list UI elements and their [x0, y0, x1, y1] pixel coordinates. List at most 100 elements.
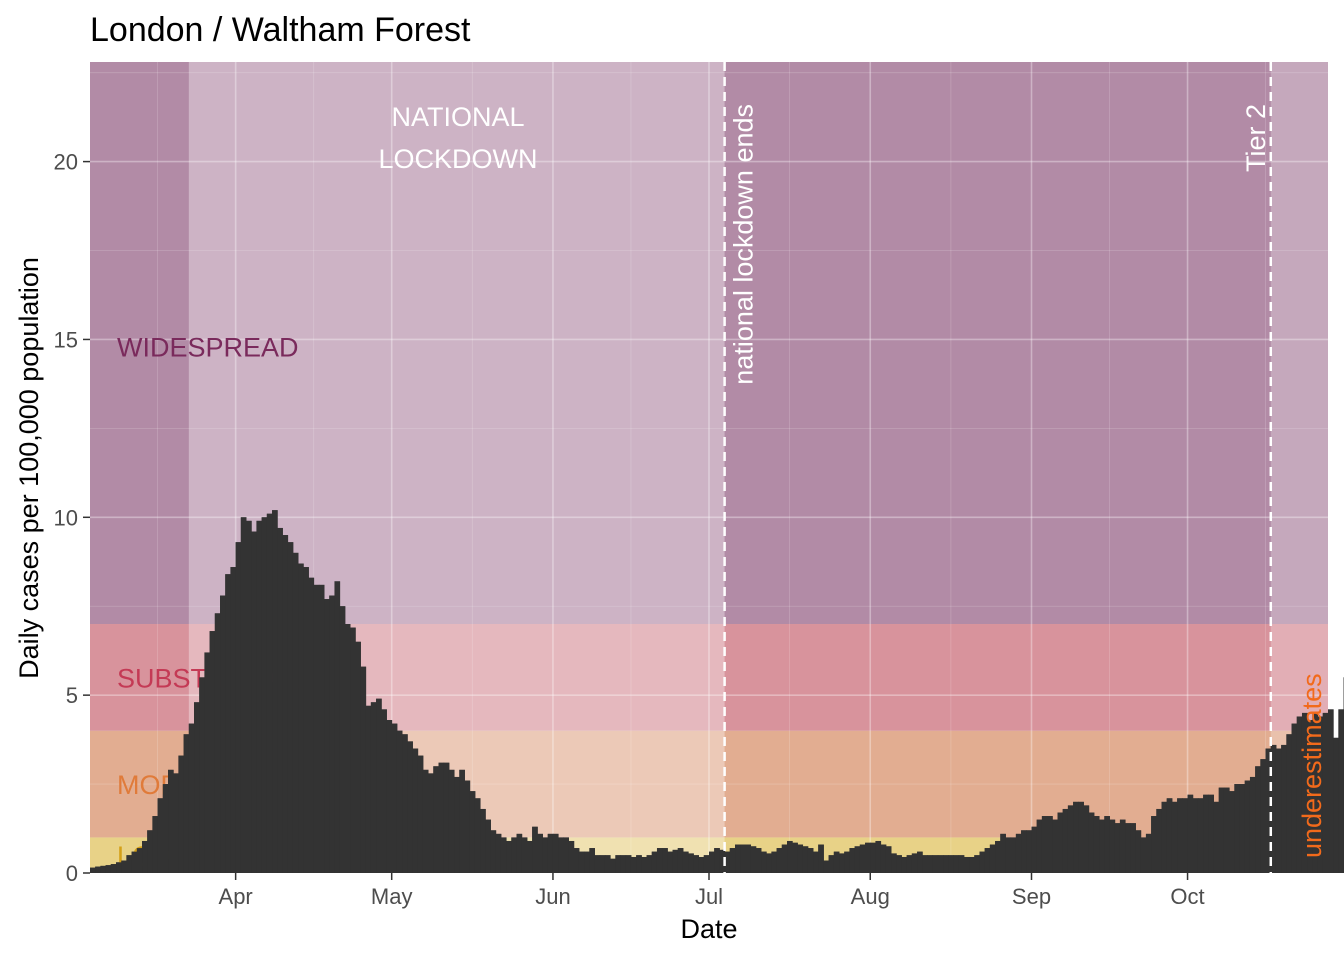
bar — [688, 853, 694, 873]
bar — [917, 851, 923, 873]
bar — [407, 741, 413, 873]
bar — [620, 855, 627, 873]
bar — [969, 856, 975, 873]
y-tick-label: 20 — [54, 150, 78, 175]
bar — [376, 698, 382, 873]
bar — [750, 846, 757, 873]
bar — [995, 840, 1001, 873]
bar — [1114, 823, 1121, 873]
bar — [943, 855, 949, 873]
bar — [1151, 816, 1157, 873]
bar — [656, 848, 663, 873]
lockdown-label-line2: LOCKDOWN — [378, 144, 537, 174]
bar — [360, 666, 367, 873]
bar — [615, 855, 621, 873]
bar — [963, 856, 970, 873]
bar — [818, 844, 824, 873]
x-axis: Apr May Jun Jul Aug Sep Oct — [219, 873, 1205, 909]
bar — [709, 851, 715, 873]
bar — [922, 855, 928, 873]
bar — [1239, 784, 1246, 873]
bar — [188, 723, 195, 873]
bar — [1015, 833, 1022, 873]
bar — [266, 513, 273, 873]
bar — [698, 856, 705, 873]
bar — [422, 769, 429, 873]
bar — [568, 840, 575, 873]
bar — [948, 855, 954, 873]
bar — [781, 844, 788, 873]
bar — [1104, 816, 1110, 873]
bar — [235, 542, 242, 873]
event-label: Tier 2 — [1241, 104, 1271, 172]
bar — [604, 855, 611, 873]
bar — [1255, 766, 1261, 873]
bar — [402, 734, 408, 873]
bar — [1083, 805, 1090, 873]
bar — [162, 784, 169, 873]
bar — [880, 844, 887, 873]
x-tick-label: Oct — [1170, 884, 1204, 909]
bar — [1244, 780, 1251, 873]
bar — [979, 851, 986, 873]
bar — [1145, 833, 1152, 873]
bar — [412, 748, 419, 873]
x-tick-label: Jul — [695, 884, 723, 909]
bar — [1099, 819, 1105, 873]
event-lines: national lockdown ends Tier 2 — [723, 62, 1273, 873]
bar — [1182, 798, 1188, 873]
bar — [589, 848, 595, 873]
bar — [693, 855, 699, 873]
bar — [735, 844, 741, 873]
bar — [724, 851, 731, 873]
bar — [651, 851, 658, 873]
bar — [95, 866, 101, 873]
bar — [251, 531, 257, 873]
y-tick-label: 10 — [54, 505, 78, 530]
bar — [526, 840, 533, 873]
bar — [142, 840, 148, 873]
bar — [1187, 794, 1194, 873]
bar — [854, 846, 861, 873]
bar — [147, 830, 153, 873]
bar — [1119, 819, 1126, 873]
bar — [1036, 819, 1043, 873]
lockdown-label-line1: NATIONAL — [391, 102, 524, 132]
bar — [386, 720, 393, 873]
bar — [584, 851, 590, 873]
bar — [1161, 801, 1168, 873]
bar — [1275, 748, 1282, 873]
bar — [1338, 709, 1344, 873]
y-tick-label: 15 — [54, 327, 78, 352]
bar — [906, 855, 913, 873]
bar — [1296, 716, 1303, 873]
bar — [506, 840, 512, 873]
bar — [225, 574, 231, 873]
bar — [308, 577, 315, 873]
bar — [454, 776, 460, 873]
y-axis-title: Daily cases per 100,000 population — [14, 257, 44, 679]
bar — [292, 552, 299, 873]
bar — [787, 840, 793, 873]
underestimates-label: underestimates — [1297, 673, 1327, 858]
bar — [901, 856, 908, 873]
bar — [599, 855, 606, 873]
bar — [719, 849, 726, 873]
bar — [1135, 830, 1142, 873]
bar — [761, 851, 767, 873]
bar — [896, 855, 902, 873]
bar — [537, 833, 543, 873]
bar — [511, 837, 517, 873]
bar — [1249, 776, 1256, 873]
bar — [885, 846, 892, 873]
bar — [350, 627, 356, 873]
bar — [714, 848, 720, 873]
bar — [178, 755, 185, 873]
bar — [807, 848, 814, 873]
bar — [272, 510, 278, 873]
chart-title: London / Waltham Forest — [90, 11, 471, 49]
bar — [823, 860, 830, 873]
bar — [594, 855, 601, 873]
bar — [100, 865, 107, 873]
y-tick-label: 5 — [66, 683, 78, 708]
